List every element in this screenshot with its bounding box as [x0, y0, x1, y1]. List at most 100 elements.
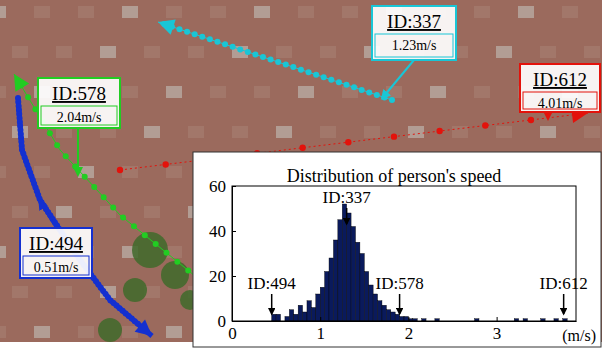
track-dot — [482, 122, 488, 128]
tile — [540, 126, 556, 138]
tile — [298, 6, 314, 18]
bar — [342, 204, 346, 321]
annotation-arrow — [399, 294, 401, 314]
annotations: ID:494ID:337ID:578ID:612 — [248, 188, 588, 314]
track-dot — [199, 34, 205, 40]
title: Distribution of person's speed — [287, 166, 502, 186]
bar — [333, 240, 337, 321]
track-dot — [298, 67, 304, 73]
track-dot — [313, 72, 319, 78]
tile — [34, 6, 50, 18]
tile — [320, 46, 336, 58]
speed-box — [375, 34, 453, 57]
track-dot — [25, 94, 31, 100]
tile — [78, 6, 94, 18]
y-tick: 0 — [218, 312, 237, 331]
track-dot — [54, 142, 60, 148]
bar — [369, 285, 373, 321]
annotation-label: ID:494 — [248, 274, 297, 293]
y-tick-label: 60 — [209, 177, 226, 196]
tile — [188, 126, 204, 138]
bar — [351, 227, 355, 322]
track-dot — [101, 194, 107, 200]
track-dot — [245, 49, 251, 55]
x-tick-mark — [320, 317, 321, 321]
tile — [144, 206, 160, 218]
tile — [408, 126, 424, 138]
y-tick-mark — [232, 276, 236, 277]
tile — [56, 206, 72, 218]
track-dot — [299, 145, 305, 151]
tile — [584, 46, 600, 58]
tile — [276, 46, 292, 58]
track-dot — [120, 214, 126, 220]
bar — [294, 314, 298, 321]
track-dot — [290, 64, 296, 70]
bar — [395, 314, 399, 321]
tile — [254, 6, 270, 18]
x-tick: 1 — [316, 317, 325, 343]
track-dot — [162, 161, 168, 167]
x-tick: 3 — [493, 317, 502, 343]
label-pointer — [77, 128, 79, 172]
bar — [373, 294, 377, 321]
tile — [496, 126, 512, 138]
tile — [78, 326, 94, 338]
track-dot — [176, 26, 182, 32]
bar — [347, 213, 351, 321]
x-tick: 2 — [405, 317, 414, 343]
tree — [98, 318, 122, 342]
track-dot — [359, 87, 365, 93]
track-dot — [436, 128, 442, 134]
label-pointer — [384, 60, 414, 96]
tile — [474, 6, 490, 18]
bar — [364, 272, 368, 322]
track-speed: 0.51m/s — [34, 260, 79, 275]
tile — [56, 286, 72, 298]
tile — [166, 166, 182, 178]
annotation-arrow — [271, 294, 273, 314]
speed-box — [23, 256, 89, 275]
bar — [307, 301, 311, 321]
track-dot — [117, 167, 123, 173]
track-dot — [185, 267, 191, 273]
speed-box — [41, 106, 117, 125]
track-dot — [91, 184, 97, 190]
x-axis: 0123 — [228, 317, 576, 343]
y-tick-mark — [232, 231, 236, 232]
y-axis-line — [232, 187, 233, 322]
track-dot — [63, 153, 69, 159]
bar — [272, 314, 276, 321]
tile — [430, 86, 446, 98]
histogram-inset: 01230204060(m/s)Distribution of person's… — [193, 152, 601, 347]
tile — [144, 46, 160, 58]
track-dot — [366, 89, 372, 95]
y-tick-mark — [232, 186, 236, 187]
track-head — [14, 74, 29, 92]
track-dot — [47, 130, 53, 136]
tree — [161, 261, 189, 289]
annotation-arrow — [563, 294, 565, 314]
track-dot — [153, 241, 159, 247]
track-speed: 2.04m/s — [57, 110, 102, 125]
tile — [122, 86, 138, 98]
tile — [0, 6, 6, 18]
track-line — [158, 22, 392, 100]
y-tick: 20 — [209, 267, 236, 286]
bar — [382, 305, 386, 321]
tile — [452, 126, 468, 138]
track-dot — [275, 59, 281, 65]
tile — [12, 46, 28, 58]
track-dot — [328, 77, 334, 83]
bar — [404, 317, 408, 322]
track: ID:4940.51m/s — [15, 95, 152, 336]
y-tick: 40 — [209, 222, 236, 241]
bar — [289, 310, 293, 321]
track-dot — [528, 117, 534, 123]
tile — [232, 126, 248, 138]
tile — [320, 126, 336, 138]
tile — [166, 86, 182, 98]
bar — [320, 287, 324, 321]
track-dot — [174, 259, 180, 265]
annotation-label: ID:337 — [323, 188, 372, 207]
